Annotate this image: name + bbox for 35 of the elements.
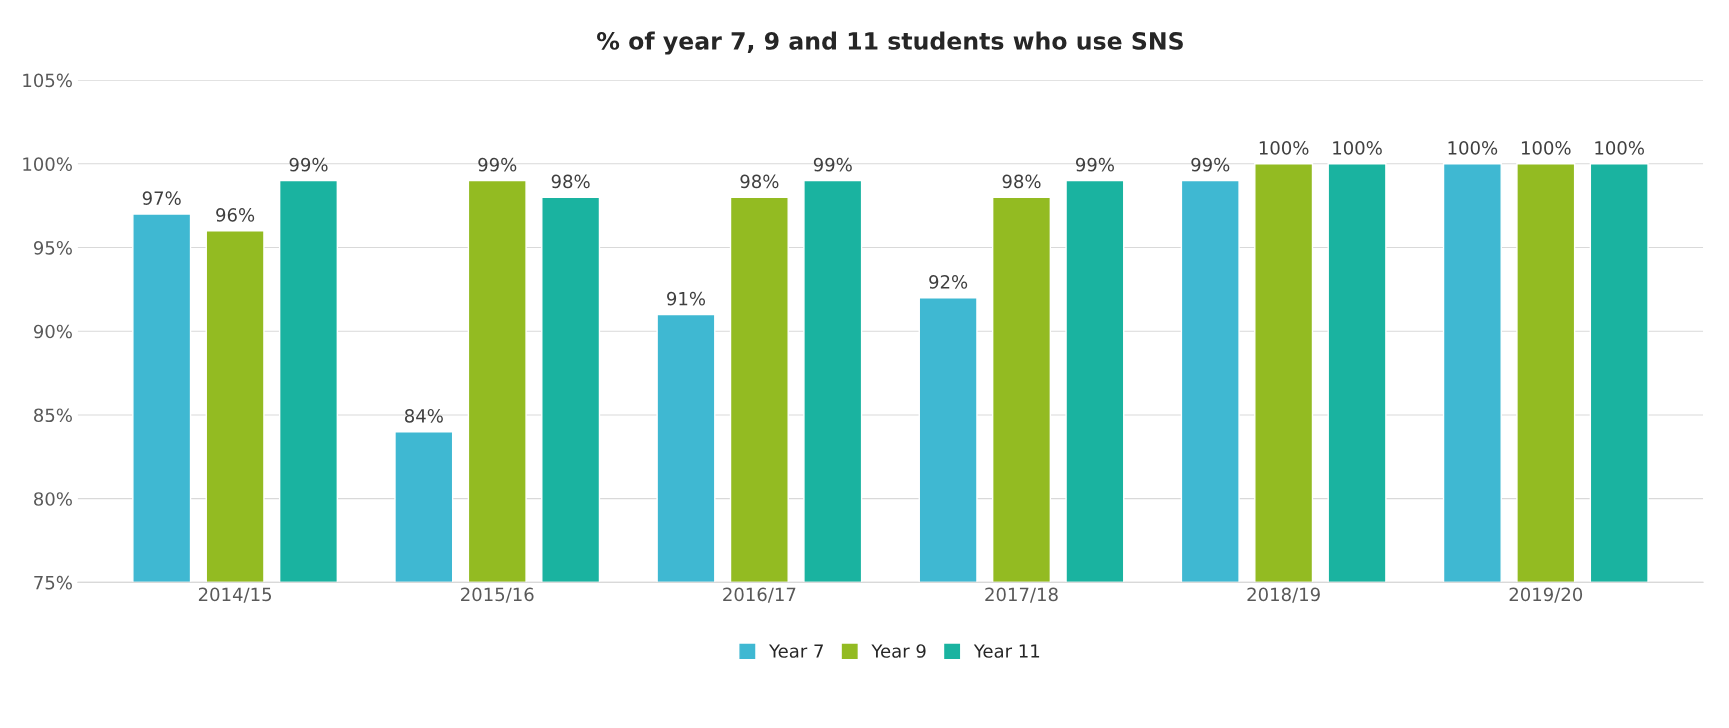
x-tick-label: 2015/16 (461, 587, 534, 603)
x-tick-label: 2018/19 (1247, 587, 1320, 603)
data-label: 98% (551, 174, 590, 189)
data-label: 97% (142, 191, 181, 205)
data-label: 100% (1521, 141, 1571, 155)
chart-title: % of year 7, 9 and 11 students who use SNS (597, 31, 1183, 55)
legend-label: Year 7 (768, 644, 823, 658)
data-label: 91% (667, 291, 706, 306)
x-tick-label: 2014/15 (198, 587, 272, 603)
data-label: 99% (1191, 157, 1230, 172)
x-tick-label: 2016/17 (723, 587, 796, 603)
data-label: 99% (478, 157, 517, 172)
data-label: 96% (216, 208, 255, 222)
y-tick-label: 100% (23, 157, 72, 171)
legend-label: Year 11 (973, 644, 1040, 658)
y-tick-label: 105% (23, 73, 72, 88)
data-label: 100% (1259, 141, 1309, 155)
data-label: 84% (404, 408, 443, 423)
data-label: 99% (1075, 157, 1114, 172)
y-tick-label: 95% (33, 240, 72, 255)
data-label: 100% (1333, 141, 1382, 155)
data-label: 92% (929, 275, 968, 289)
y-tick-label: 85% (34, 408, 72, 423)
x-tick-label: 2017/18 (985, 587, 1058, 603)
y-tick-label: 80% (34, 492, 72, 506)
legend-label: Year 9 (871, 644, 926, 658)
data-label: 99% (289, 157, 328, 172)
x-tick-label: 2019/20 (1509, 587, 1583, 603)
data-label: 98% (1002, 174, 1041, 189)
data-label: 99% (813, 157, 852, 172)
y-tick-label: 90% (33, 324, 72, 339)
y-tick-label: 75% (34, 575, 72, 590)
data-label: 98% (740, 174, 779, 189)
data-label: 100% (1595, 141, 1644, 155)
data-label: 100% (1448, 141, 1498, 155)
